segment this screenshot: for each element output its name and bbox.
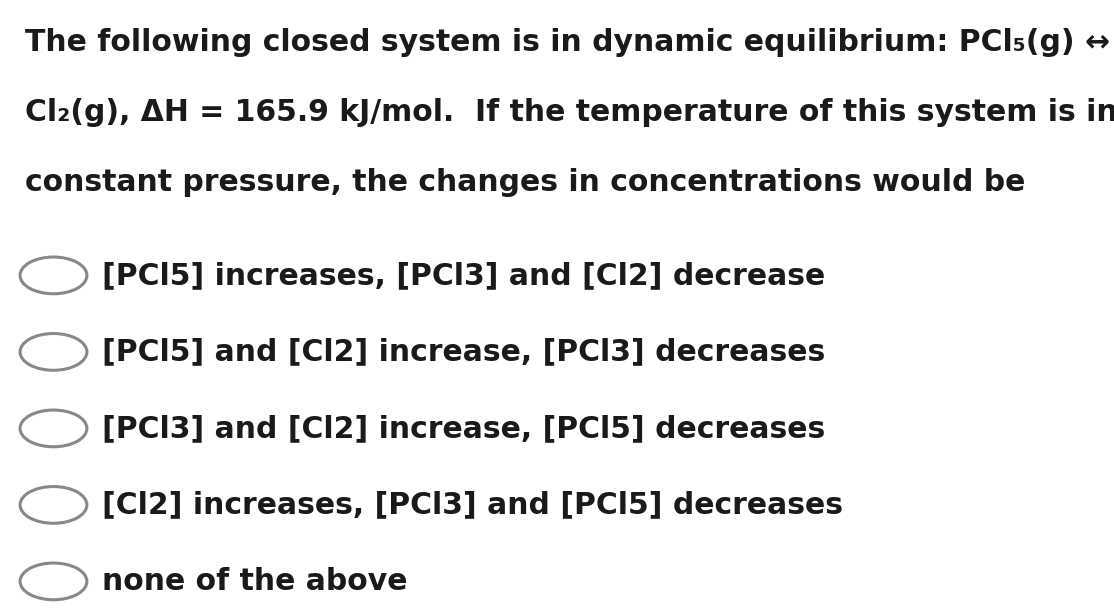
Text: Cl₂(g), ΔH = 165.9 kJ/mol.  If the temperature of this system is increased at: Cl₂(g), ΔH = 165.9 kJ/mol. If the temper… bbox=[25, 98, 1114, 127]
Text: [Cl2] increases, [PCl3] and [PCl5] decreases: [Cl2] increases, [PCl3] and [PCl5] decre… bbox=[102, 490, 843, 520]
Text: constant pressure, the changes in concentrations would be: constant pressure, the changes in concen… bbox=[25, 168, 1025, 197]
Text: [PCl3] and [Cl2] increase, [PCl5] decreases: [PCl3] and [Cl2] increase, [PCl5] decrea… bbox=[102, 414, 825, 443]
Text: none of the above: none of the above bbox=[102, 567, 408, 596]
Text: [PCl5] increases, [PCl3] and [Cl2] decrease: [PCl5] increases, [PCl3] and [Cl2] decre… bbox=[102, 261, 825, 290]
Text: [PCl5] and [Cl2] increase, [PCl3] decreases: [PCl5] and [Cl2] increase, [PCl3] decrea… bbox=[102, 337, 825, 367]
Text: The following closed system is in dynamic equilibrium: PCl₅(g) ↔ PCl₃(g) +: The following closed system is in dynami… bbox=[25, 28, 1114, 56]
